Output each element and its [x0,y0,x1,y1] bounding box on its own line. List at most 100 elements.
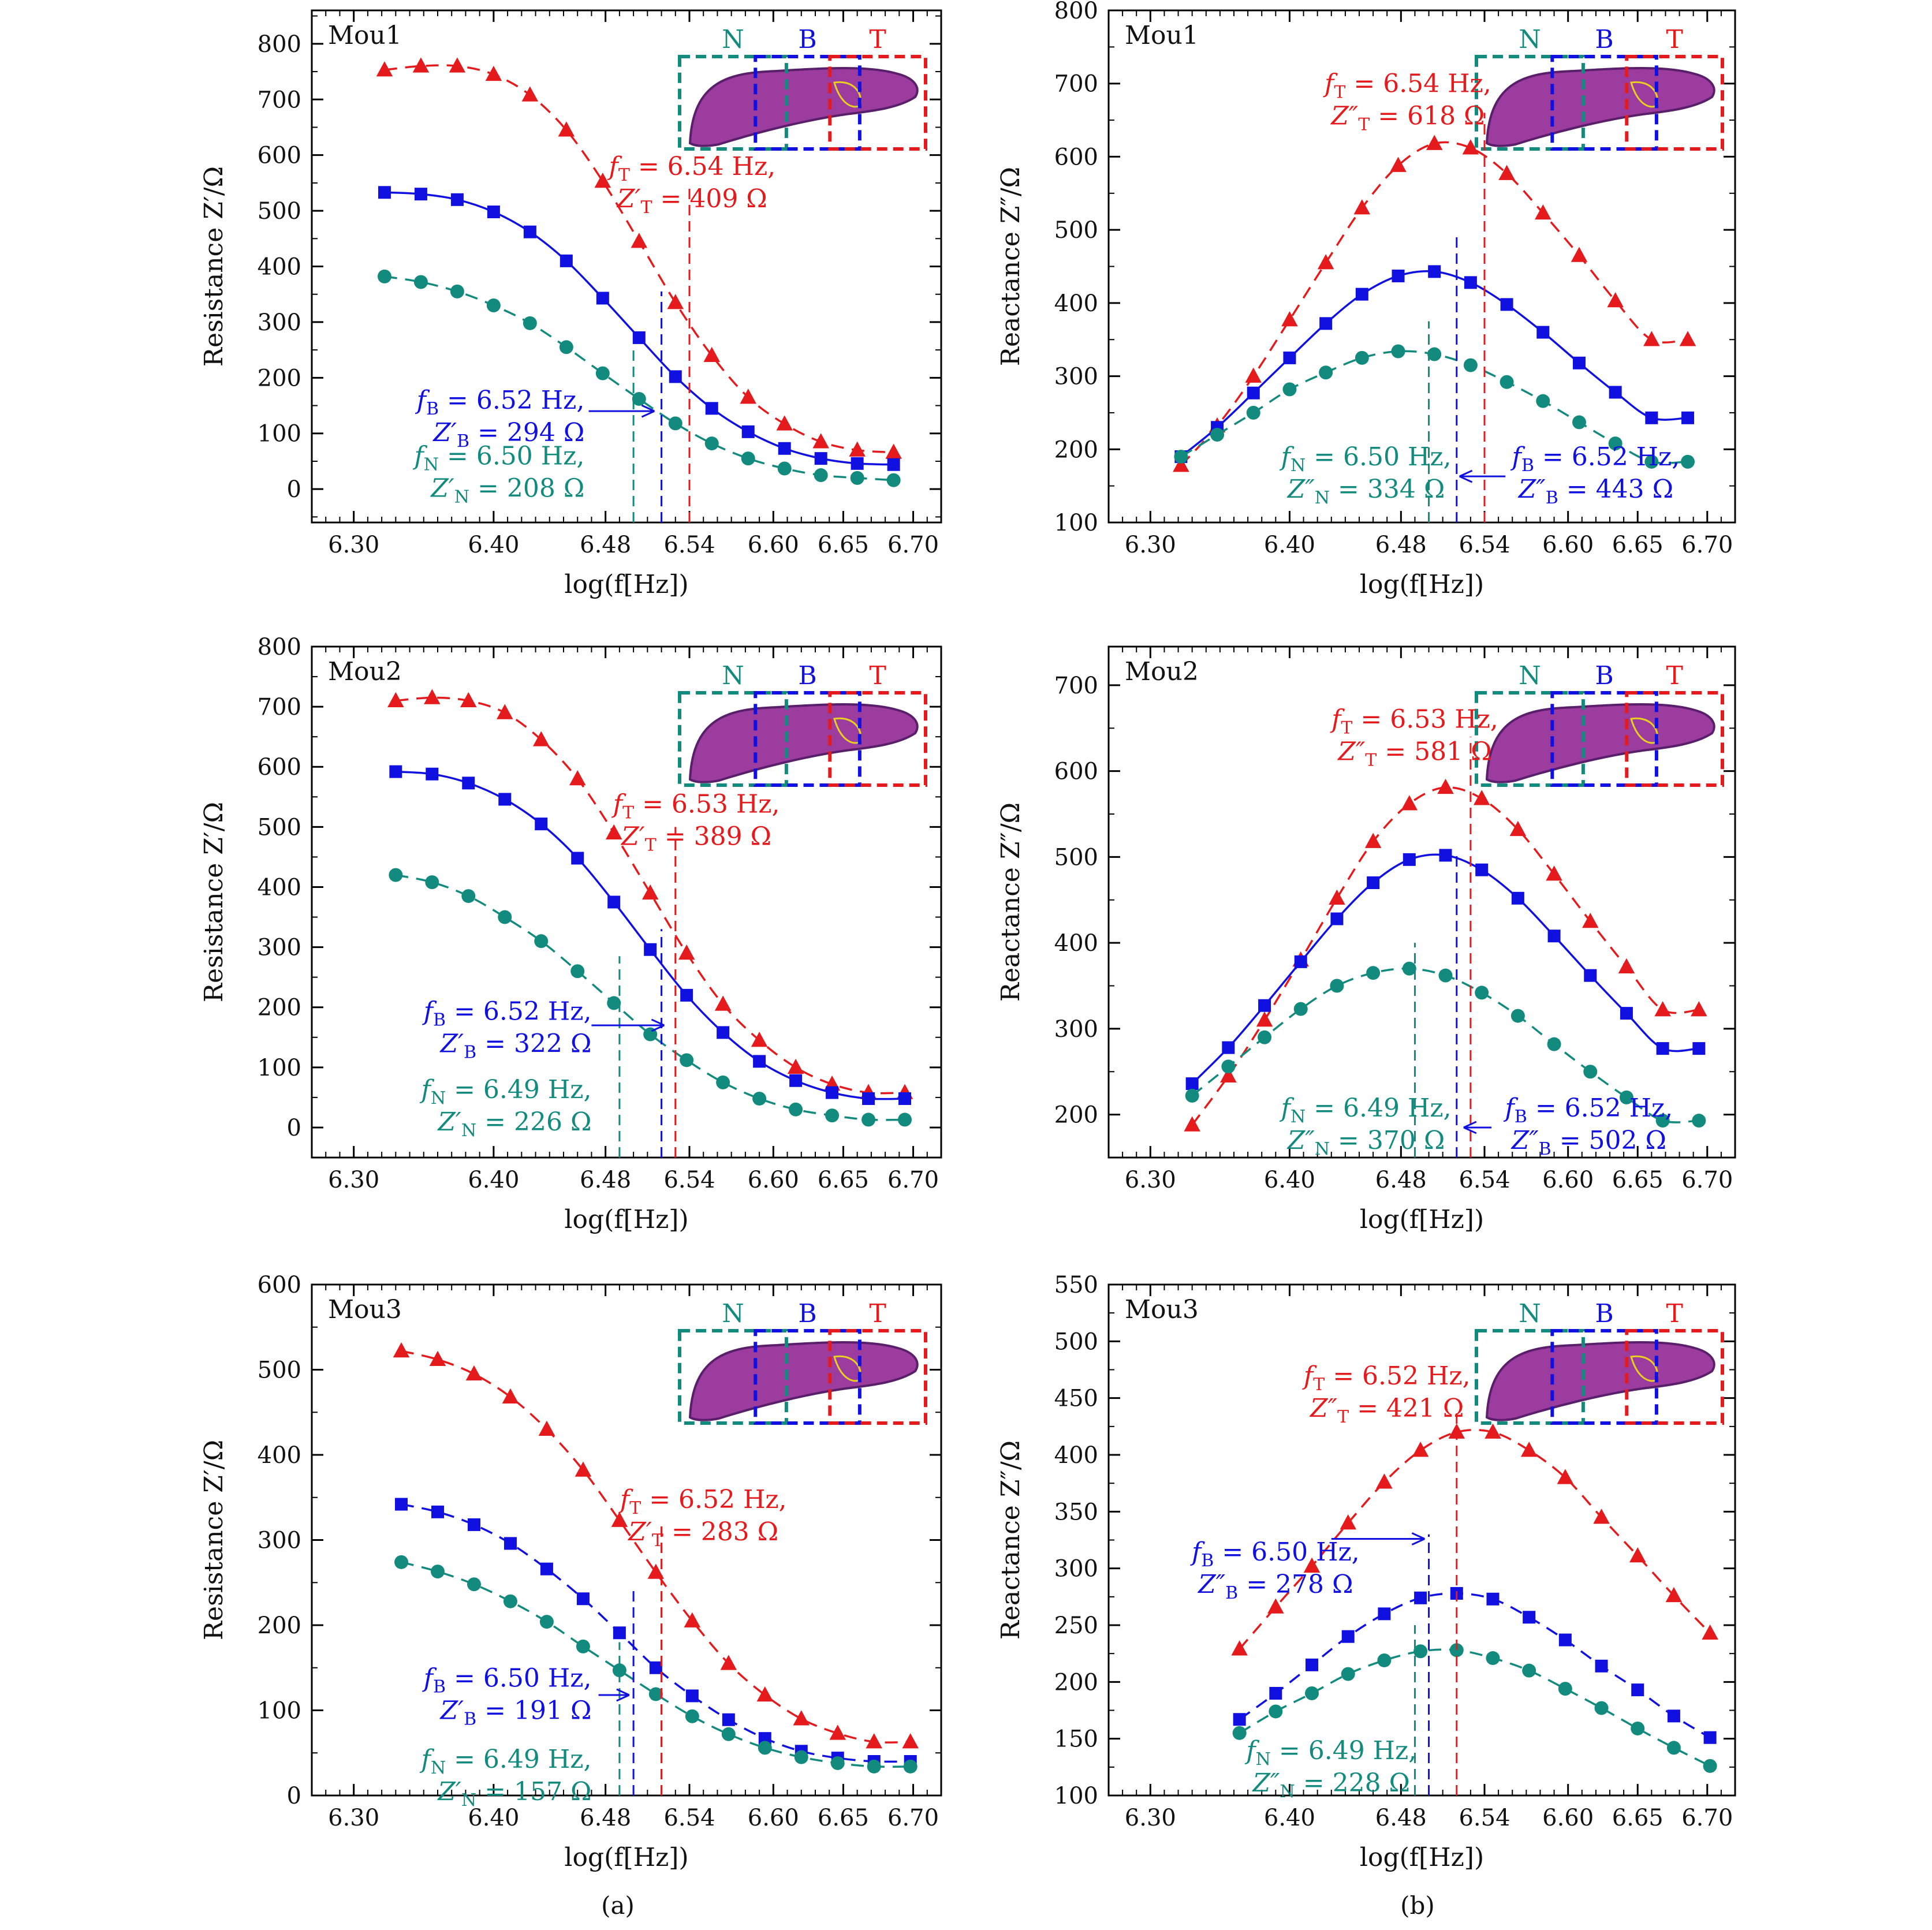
inset-letter-N: N [722,661,744,690]
inset-box-N [678,1329,788,1425]
annotation-freq-value: = 6.50 Hz, [439,442,584,471]
annotation-subscript: N [1256,1749,1271,1770]
annotation-z-T: Z″T = 421 Ω [1309,1394,1464,1427]
data-point-B [431,1505,444,1518]
data-point-B [462,777,475,790]
data-point-T [787,1058,804,1074]
y-tick-label: 600 [1054,144,1098,170]
inset-letter-N: N [722,25,744,54]
y-tick-label: 200 [258,365,301,391]
data-point-B [722,1713,735,1726]
data-point-T [611,1511,628,1527]
data-point-N [1608,436,1623,451]
x-axis-label: log(f[Hz]) [564,570,688,599]
data-point-T [1679,331,1696,346]
annotation-freq-N: fN = 6.50 Hz, [412,442,584,475]
data-point-N [680,1053,694,1067]
data-point-T [1412,1442,1429,1457]
x-tick-label: 6.70 [1681,1805,1733,1831]
annotation-subscript: N [424,455,439,475]
data-point-N [1377,1653,1392,1667]
data-point-T [1509,820,1527,837]
x-tick-label: 6.65 [1612,1167,1664,1193]
data-point-B [1681,411,1695,424]
data-point-T [1520,1442,1538,1457]
data-point-T [849,441,866,457]
data-point-B [778,442,791,455]
annotation-subscript: N [461,1121,476,1141]
x-axis-label: log(f[Hz]) [564,1205,688,1234]
data-point-T [1267,1598,1284,1614]
x-tick-label: 6.40 [1264,1167,1315,1193]
inset-box-T [828,691,928,787]
annotation-z-symbol: Z″ [1309,1394,1338,1423]
inset-box-B [1550,55,1658,151]
data-point-N [486,298,501,312]
annotation-subscript: N [1315,488,1330,508]
data-point-B [1247,386,1260,400]
annotation-z-value: = 334 Ω [1330,475,1445,504]
data-point-T [1618,958,1635,974]
data-point-N [612,1663,626,1678]
data-point-N [425,875,439,890]
data-point-N [1666,1741,1681,1755]
annotation-z-symbol: Z″ [1286,475,1315,504]
panel-label: Mou3 [328,1295,402,1324]
data-point-N [903,1759,917,1774]
inset-box-T [828,1329,928,1425]
inset-letter-B: B [1595,1299,1613,1328]
data-point-N [741,451,755,466]
data-point-T [429,1350,446,1367]
data-point-T [1437,778,1454,794]
annotation-freq-N: fN = 6.49 Hz, [1280,1093,1452,1127]
inset-tissue [1485,67,1715,147]
y-tick-label: 400 [258,254,301,281]
annotation-z-symbol: Z′ [437,1107,461,1137]
data-point-N [1449,1643,1464,1658]
data-point-N [1486,1651,1500,1666]
x-tick-label: 6.54 [1459,532,1510,558]
data-point-B [851,457,864,470]
data-point-T [1571,247,1588,262]
data-point-B [1667,1709,1680,1723]
x-tick-label: 6.48 [1375,532,1427,558]
data-point-N [1258,1030,1272,1044]
data-point-N [377,269,391,283]
y-tick-label: 300 [1054,1556,1098,1582]
y-tick-label: 800 [258,31,301,58]
data-point-B [1269,1687,1282,1700]
data-point-B [1692,1042,1706,1055]
sub-caption-b: (b) [1400,1891,1435,1920]
data-point-N [886,473,901,487]
data-point-T [424,689,441,704]
annotation-subscript: N [1280,1782,1295,1802]
annotation-z-symbol: Z″ [1330,102,1359,131]
annotation-arrowhead-B [1411,1532,1425,1546]
data-point-B [571,852,584,865]
annotation-freq-value: = 6.49 Hz, [1306,1093,1451,1123]
data-point-T [1654,1001,1671,1017]
data-point-N [1703,1759,1717,1773]
data-point-T [1557,1469,1574,1484]
annotation-freq-value: = 6.52 Hz, [1325,1361,1470,1391]
annotation-z-value: = 618 Ω [1370,102,1485,131]
data-point-B [1511,891,1524,905]
annotation-subscript: B [464,1709,476,1730]
x-tick-label: 6.70 [887,532,939,558]
annotation-z-symbol: Z″ [1251,1768,1280,1798]
annotation-freq-B: fB = 6.52 Hz, [422,997,592,1031]
y-tick-label: 800 [258,634,301,660]
data-point-B [1703,1731,1717,1744]
inset-box-T [828,55,928,151]
annotation-z-B: Z′B = 322 Ω [439,1029,592,1063]
chart-panel-Mou1-a: 6.30 6.40 6.48 6.54 6.60 6.65 6.70 0 100 200 300 40… [199,9,942,599]
data-point-N [789,1102,803,1117]
data-point-B [669,370,682,383]
data-point-N [394,1555,409,1569]
data-point-B [389,765,402,778]
annotation-z-N: Z″N = 228 Ω [1251,1768,1410,1802]
inset-letter-T: T [869,1299,886,1328]
data-point-T [866,1733,882,1749]
data-point-N [559,340,573,354]
